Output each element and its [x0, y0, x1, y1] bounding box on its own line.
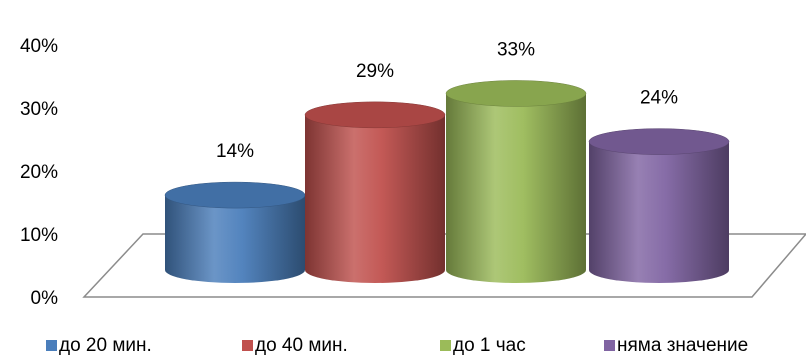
- bar: [445, 80, 587, 283]
- chart-floor: [82, 233, 806, 298]
- y-tick-label: 20%: [20, 162, 58, 183]
- legend: до 20 мин. до 40 мин. до 1 час няма значени…: [46, 335, 748, 356]
- bar: [588, 128, 730, 283]
- data-label: 24%: [640, 88, 678, 109]
- bar: [304, 101, 446, 283]
- bar: [164, 181, 306, 283]
- y-tick-label: 30%: [20, 99, 58, 120]
- legend-label: до 1 час: [453, 335, 526, 356]
- legend-item: няма значение: [604, 335, 748, 356]
- legend-swatch: [46, 340, 57, 351]
- data-label: 29%: [356, 61, 394, 82]
- data-label: 14%: [216, 141, 254, 162]
- legend-label: до 20 мин.: [59, 335, 152, 356]
- legend-label: няма значение: [617, 335, 748, 356]
- bars: [164, 80, 730, 283]
- floor-plane: [82, 233, 806, 298]
- legend-item: до 1 час: [440, 335, 526, 356]
- legend-label: до 40 мин.: [255, 335, 348, 356]
- y-tick-label: 10%: [20, 225, 58, 246]
- y-axis: 0% 10% 20% 30% 40%: [20, 36, 58, 309]
- legend-item: до 20 мин.: [46, 335, 152, 356]
- data-label: 33%: [497, 39, 535, 60]
- legend-item: до 40 мин.: [242, 335, 348, 356]
- legend-swatch: [604, 340, 615, 351]
- data-labels: 14% 29% 33% 24%: [216, 39, 678, 162]
- y-tick-label: 40%: [20, 36, 58, 57]
- legend-swatch: [440, 340, 451, 351]
- y-tick-label: 0%: [31, 288, 59, 309]
- legend-swatch: [242, 340, 253, 351]
